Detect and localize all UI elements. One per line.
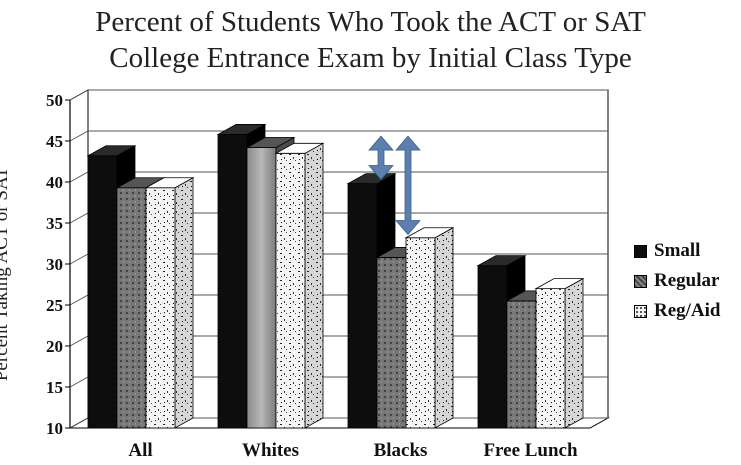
bar-front-face (535, 288, 566, 429)
bars (86, 123, 585, 429)
y-tick-label: 30 (46, 255, 63, 274)
bar-top-face (245, 137, 296, 148)
bar-reg-aid-free-lunch (534, 277, 585, 429)
y-tick-label: 45 (46, 132, 63, 151)
x-tick-label: Free Lunch (483, 440, 578, 461)
bar-front-face (87, 155, 118, 429)
bar-front-face (376, 257, 407, 429)
bar-side-shade (565, 278, 583, 428)
annotation-arrow-2 (395, 135, 421, 236)
bar-top-face (404, 227, 455, 239)
bar-reg-aid-all (144, 177, 195, 429)
y-tick-label: 40 (46, 173, 63, 192)
gridline (69, 89, 608, 101)
bar-top-face (534, 278, 585, 289)
bar-top-face (144, 177, 195, 189)
y-tick-label: 35 (46, 214, 63, 233)
chart-title: Percent of Students Who Took the ACT or … (0, 4, 741, 76)
bar-top-face (216, 124, 267, 135)
legend-label: Small (654, 240, 701, 261)
bar-front-face (116, 187, 147, 429)
bar-side-shade (435, 227, 453, 428)
bar-front-face (275, 152, 306, 429)
bar-top-face (274, 142, 325, 154)
legend-item-small: Small (634, 236, 721, 266)
y-tick-label: 25 (46, 296, 63, 315)
bar-reg-aid-blacks (404, 227, 455, 429)
bar-front-face (506, 300, 537, 429)
labels: 10 15 20 25 30 35 40 45 50 Percent Taking ACT or … (0, 91, 578, 461)
bar-reg-aid-whites (274, 142, 325, 429)
bar-front-face (145, 187, 176, 429)
annotation-arrow-1 (368, 135, 394, 181)
y-tick-label: 50 (46, 91, 63, 110)
y-axis-label: Percent Taking ACT or SAT (0, 166, 12, 381)
legend-label: Reg/Aid (654, 300, 721, 321)
bar-side-shade (305, 143, 323, 429)
y-tick-label: 20 (46, 337, 63, 356)
bar-front-face (217, 134, 248, 429)
legend: Small Regular Reg/Aid (634, 236, 721, 326)
x-tick-label: Whites (242, 440, 299, 461)
x-tick-label: All (128, 440, 152, 461)
chart-title-line-1: Percent of Students Who Took the ACT or … (95, 6, 646, 38)
x-tick-label: Blacks (374, 440, 428, 461)
bar-front-face (246, 147, 277, 429)
legend-swatch (634, 304, 647, 318)
bar-top-face (476, 255, 527, 267)
annotations (368, 135, 421, 236)
y-tick-label: 10 (46, 419, 63, 438)
bar-top-face (86, 145, 137, 157)
bar-side-shade (175, 177, 193, 428)
chart-title-line-2: College Entrance Exam by Initial Class T… (109, 42, 632, 74)
legend-swatch (634, 244, 647, 258)
gridline (69, 130, 608, 142)
bar-front-face (405, 237, 436, 429)
bar-front-face (347, 183, 378, 429)
bar-front-face (477, 265, 508, 429)
legend-label: Regular (654, 270, 720, 291)
legend-swatch (634, 274, 647, 288)
legend-item-regular: Regular (634, 266, 721, 296)
y-tick-label: 15 (46, 378, 63, 397)
legend-item-reg-aid: Reg/Aid (634, 296, 721, 326)
